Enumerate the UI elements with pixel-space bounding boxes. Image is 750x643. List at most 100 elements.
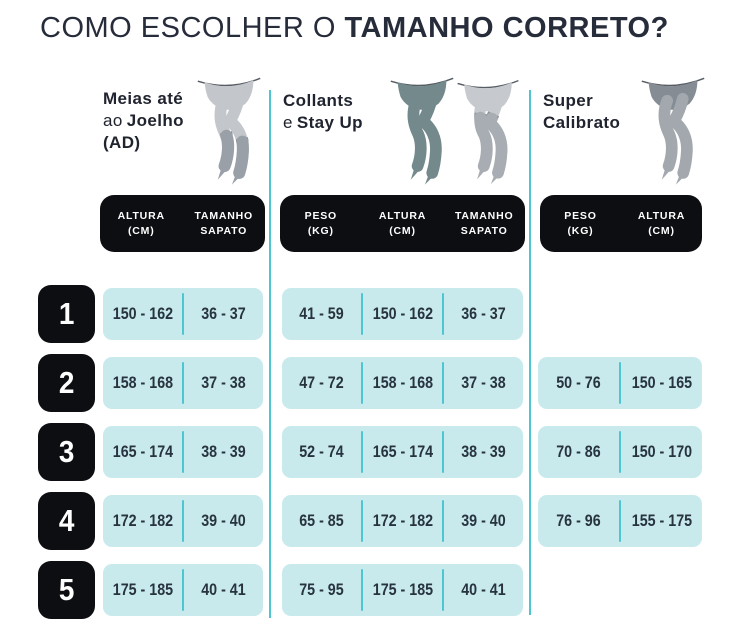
value-peso: 47 - 72 bbox=[299, 373, 344, 392]
cell-divider bbox=[182, 569, 184, 611]
size-number: 1 bbox=[58, 296, 75, 331]
section-heading-super-calibrato: Super Calibrato bbox=[543, 90, 620, 134]
value-altura: 158 - 168 bbox=[372, 373, 433, 392]
column-header-altura: ALTURA (CM) bbox=[637, 209, 686, 237]
cell-super-calibrato: 50 - 76 150 - 165 bbox=[538, 357, 702, 409]
value-altura: 150 - 170 bbox=[631, 442, 692, 461]
cell-divider bbox=[442, 362, 444, 404]
section-heading-collants: Collants e Stay Up bbox=[283, 90, 363, 134]
value-altura: 165 - 174 bbox=[372, 442, 433, 461]
cell-divider bbox=[182, 293, 184, 335]
cell-divider bbox=[361, 431, 363, 473]
heading-line: (AD) bbox=[103, 133, 141, 152]
size-badge: 5 bbox=[38, 561, 95, 619]
header-bar-collants: PESO (KG) ALTURA (CM) TAMANHO SAPATO bbox=[280, 195, 525, 252]
cell-meias: 175 - 185 40 - 41 bbox=[103, 564, 263, 616]
value-peso: 75 - 95 bbox=[299, 580, 344, 599]
value-altura: 150 - 165 bbox=[631, 373, 692, 392]
value-tamanho-sapato: 36 - 37 bbox=[461, 304, 506, 323]
cell-divider bbox=[442, 293, 444, 335]
cell-collants: 75 - 95 175 - 185 40 - 41 bbox=[282, 564, 523, 616]
cell-divider bbox=[361, 293, 363, 335]
page-title-regular: COMO ESCOLHER O bbox=[40, 12, 345, 44]
super-calibrato-legs-icon bbox=[641, 77, 705, 185]
cell-super-calibrato: 76 - 96 155 - 175 bbox=[538, 495, 702, 547]
value-altura: 172 - 182 bbox=[112, 511, 173, 530]
cell-divider bbox=[361, 500, 363, 542]
value-peso: 65 - 85 bbox=[299, 511, 344, 530]
cell-collants: 65 - 85 172 - 182 39 - 40 bbox=[282, 495, 523, 547]
value-altura: 158 - 168 bbox=[112, 373, 173, 392]
heading-line: Joelho bbox=[126, 111, 184, 130]
header-bar-meias: ALTURA (CM) TAMANHO SAPATO bbox=[100, 195, 265, 252]
value-tamanho-sapato: 37 - 38 bbox=[201, 373, 246, 392]
table-row: 1 150 - 162 36 - 37 41 - 59 150 - 162 36… bbox=[0, 285, 750, 346]
cell-collants: 52 - 74 165 - 174 38 - 39 bbox=[282, 426, 523, 478]
size-badge: 4 bbox=[38, 492, 95, 550]
cell-collants: 41 - 59 150 - 162 36 - 37 bbox=[282, 288, 523, 340]
value-tamanho-sapato: 40 - 41 bbox=[461, 580, 506, 599]
value-peso: 76 - 96 bbox=[556, 511, 601, 530]
cell-meias: 165 - 174 38 - 39 bbox=[103, 426, 263, 478]
cell-meias: 150 - 162 36 - 37 bbox=[103, 288, 263, 340]
cell-divider bbox=[619, 431, 621, 473]
cell-meias: 172 - 182 39 - 40 bbox=[103, 495, 263, 547]
section-heading-meias: Meias até ao Joelho (AD) bbox=[103, 88, 184, 154]
cell-divider bbox=[361, 362, 363, 404]
size-number: 3 bbox=[58, 434, 75, 469]
collants-legs-icon bbox=[390, 77, 454, 185]
value-altura: 175 - 185 bbox=[112, 580, 173, 599]
heading-line: Calibrato bbox=[543, 113, 621, 132]
cell-divider bbox=[619, 362, 621, 404]
page-title: COMO ESCOLHER O TAMANHO CORRETO? bbox=[40, 12, 669, 45]
section-divider-1 bbox=[269, 90, 271, 618]
knee-high-socks-legs-icon bbox=[197, 77, 261, 185]
header-bar-super-calibrato: PESO (KG) ALTURA (CM) bbox=[540, 195, 702, 252]
column-header-peso: PESO (KG) bbox=[304, 209, 338, 237]
stay-up-legs-icon bbox=[457, 79, 519, 185]
value-tamanho-sapato: 40 - 41 bbox=[201, 580, 246, 599]
heading-line: Super bbox=[543, 91, 594, 110]
heading-line: Collants bbox=[283, 91, 354, 110]
column-header-tamanho-sapato: TAMANHO SAPATO bbox=[454, 209, 514, 237]
value-tamanho-sapato: 39 - 40 bbox=[461, 511, 506, 530]
value-tamanho-sapato: 39 - 40 bbox=[201, 511, 246, 530]
table-row: 4 172 - 182 39 - 40 65 - 85 172 - 182 39… bbox=[0, 492, 750, 553]
cell-divider bbox=[361, 569, 363, 611]
column-header-altura: ALTURA (CM) bbox=[117, 209, 165, 237]
page-title-bold: TAMANHO CORRETO? bbox=[344, 12, 669, 44]
column-header-altura: ALTURA (CM) bbox=[378, 209, 427, 237]
heading-line: Meias até bbox=[103, 89, 184, 108]
table-row: 3 165 - 174 38 - 39 52 - 74 165 - 174 38… bbox=[0, 423, 750, 484]
heading-line: ao bbox=[103, 111, 123, 130]
heading-line: Stay Up bbox=[296, 113, 363, 132]
value-altura: 165 - 174 bbox=[112, 442, 173, 461]
table-row: 2 158 - 168 37 - 38 47 - 72 158 - 168 37… bbox=[0, 354, 750, 415]
cell-divider bbox=[442, 569, 444, 611]
cell-super-calibrato: 70 - 86 150 - 170 bbox=[538, 426, 702, 478]
value-tamanho-sapato: 38 - 39 bbox=[201, 442, 246, 461]
value-peso: 50 - 76 bbox=[556, 373, 601, 392]
size-number: 4 bbox=[58, 503, 75, 538]
section-divider-2 bbox=[529, 90, 531, 615]
table-row: 5 175 - 185 40 - 41 75 - 95 175 - 185 40… bbox=[0, 561, 750, 622]
value-tamanho-sapato: 36 - 37 bbox=[201, 304, 246, 323]
value-altura: 150 - 162 bbox=[372, 304, 433, 323]
value-altura: 172 - 182 bbox=[372, 511, 433, 530]
cell-divider bbox=[442, 500, 444, 542]
value-tamanho-sapato: 37 - 38 bbox=[461, 373, 506, 392]
value-altura: 155 - 175 bbox=[631, 511, 692, 530]
value-peso: 70 - 86 bbox=[556, 442, 601, 461]
value-altura: 175 - 185 bbox=[372, 580, 433, 599]
size-number: 5 bbox=[58, 572, 75, 607]
column-header-tamanho-sapato: TAMANHO SAPATO bbox=[194, 209, 253, 237]
cell-divider bbox=[442, 431, 444, 473]
cell-divider bbox=[182, 500, 184, 542]
value-altura: 150 - 162 bbox=[112, 304, 173, 323]
size-number: 2 bbox=[58, 365, 75, 400]
value-peso: 52 - 74 bbox=[299, 442, 344, 461]
size-badge: 3 bbox=[38, 423, 95, 481]
heading-line: e bbox=[283, 113, 293, 132]
size-badge: 2 bbox=[38, 354, 95, 412]
